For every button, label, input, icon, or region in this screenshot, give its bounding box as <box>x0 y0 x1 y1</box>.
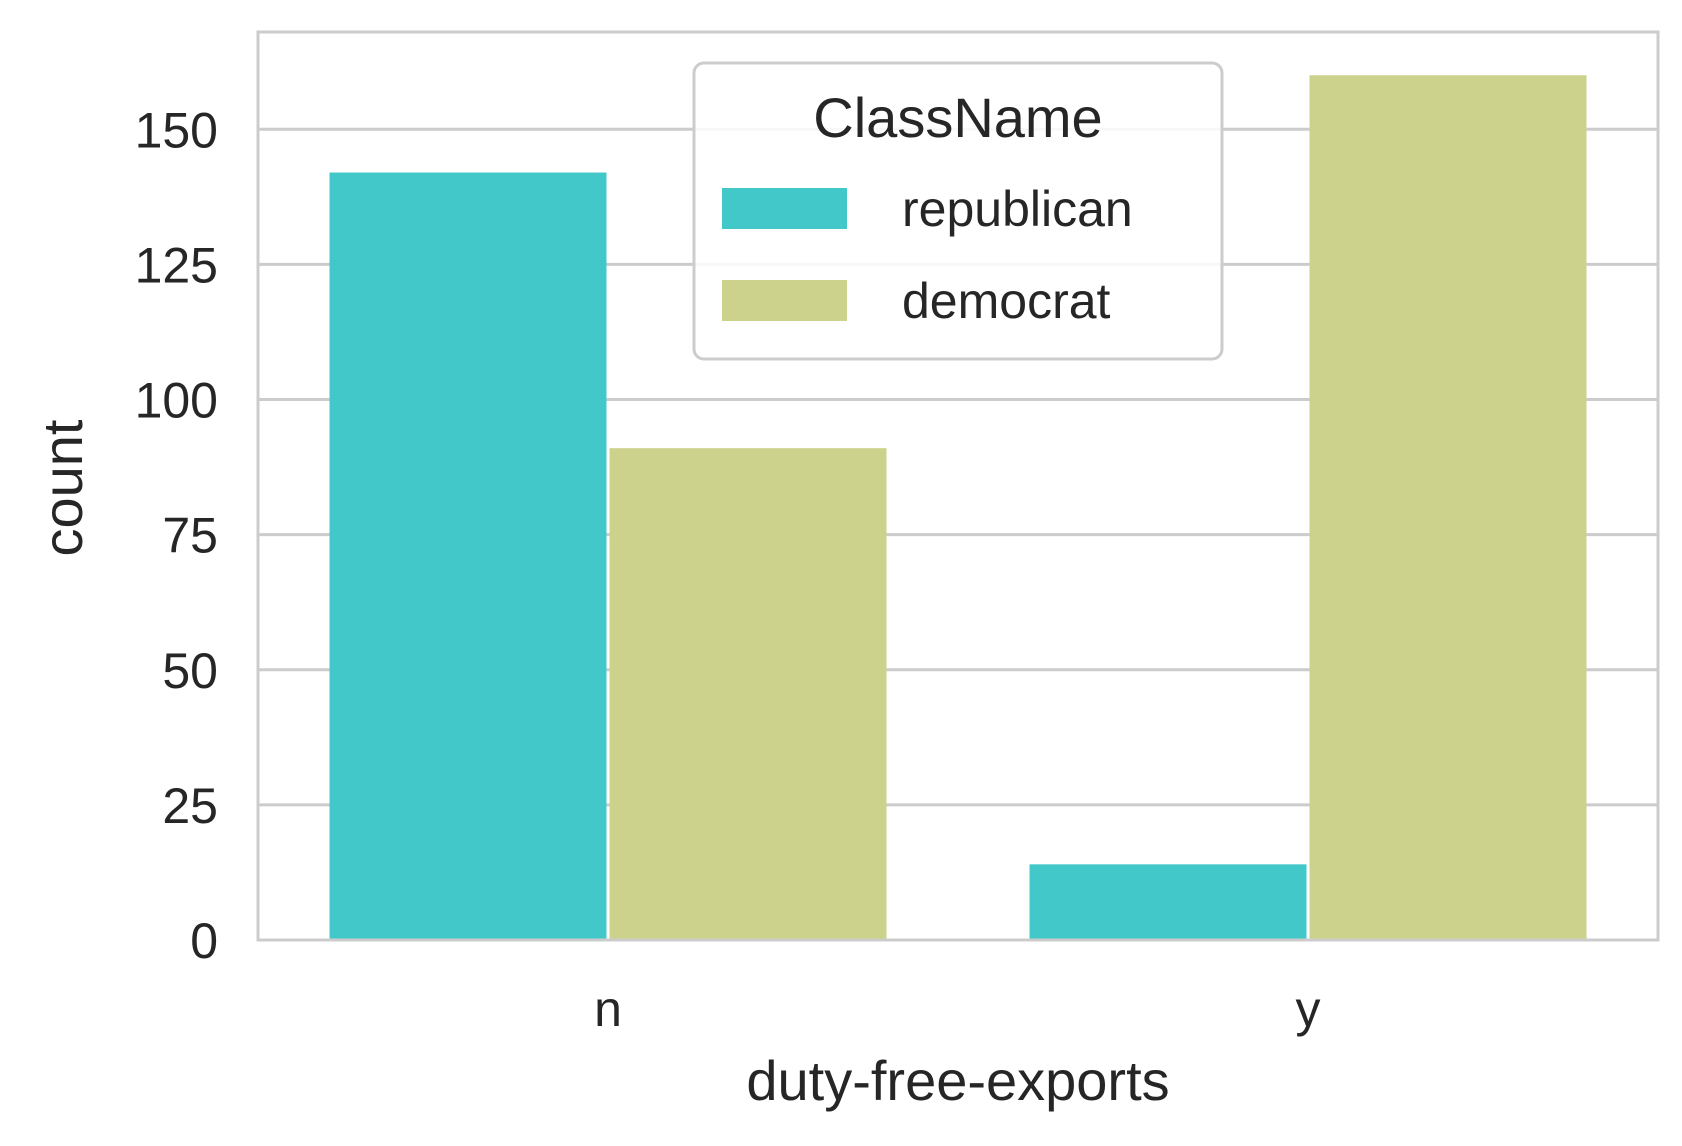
legend-label-republican: republican <box>902 181 1133 237</box>
y-axis-label: count <box>31 419 94 556</box>
bars <box>329 75 1587 940</box>
legend-label-democrat: democrat <box>902 273 1111 329</box>
y-tick-labels: 0 25 50 75 100 125 150 <box>135 102 218 969</box>
y-tick-label: 50 <box>162 643 218 699</box>
y-tick-label: 125 <box>135 237 218 293</box>
y-tick-label: 25 <box>162 778 218 834</box>
x-axis-label: duty-free-exports <box>746 1049 1169 1112</box>
legend-title: ClassName <box>813 86 1102 149</box>
y-tick-label: 100 <box>135 373 218 429</box>
legend: ClassName republican democrat <box>692 61 1224 361</box>
legend-swatch-democrat <box>722 280 847 321</box>
y-tick-label: 75 <box>162 508 218 564</box>
plot-frame <box>256 30 1660 942</box>
legend-swatch-republican <box>722 188 847 229</box>
legend-items: republican democrat <box>722 181 1133 329</box>
x-tick-label: y <box>1296 981 1321 1037</box>
bar-democrat-y <box>1309 75 1587 940</box>
y-tick-label: 150 <box>135 102 218 158</box>
bar-republican-n <box>329 172 607 940</box>
bar-democrat-n <box>609 448 887 940</box>
x-tick-label: n <box>594 981 622 1037</box>
bar-republican-y <box>1029 864 1307 940</box>
y-tick-label: 0 <box>190 913 218 969</box>
